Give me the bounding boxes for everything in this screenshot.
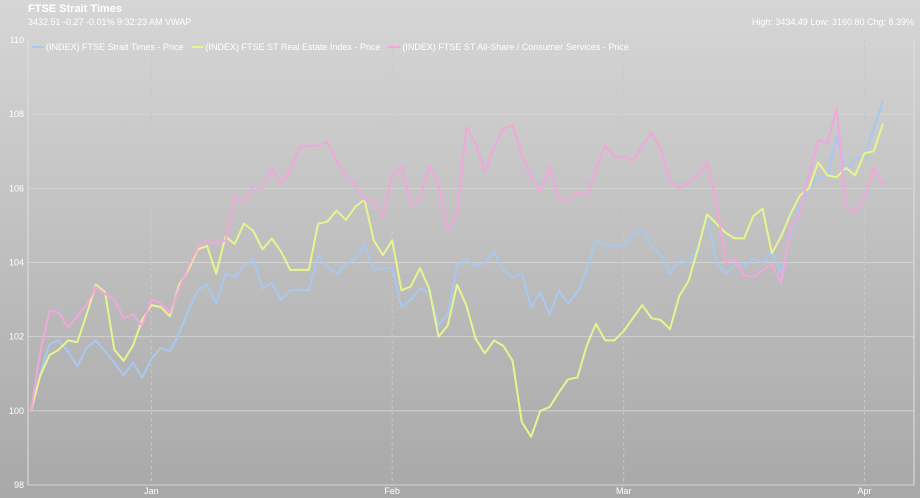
- series-line-3: [30, 107, 884, 411]
- x-tick-label: Jan: [144, 486, 159, 496]
- y-tick-label: 102: [9, 332, 24, 342]
- legend-label: (INDEX) FTSE ST All-Share / Consumer Ser…: [402, 42, 628, 52]
- x-tick-label: Mar: [616, 486, 632, 496]
- series-lines: [30, 100, 884, 438]
- y-tick-label: 108: [9, 109, 24, 119]
- y-axis: 98 100 102 104 106 108 110: [9, 35, 24, 490]
- y-tick-label: 104: [9, 258, 24, 268]
- y-tick-label: 98: [14, 480, 24, 490]
- series-line-1: [30, 100, 884, 412]
- price-summary: 3432.51 -0.27 -0.01% 9:32:23 AM VWAP: [28, 17, 192, 27]
- series-line-2: [30, 123, 884, 438]
- chart-title: FTSE Strait Times: [28, 3, 122, 15]
- legend: (INDEX) FTSE Strait Times - Price (INDEX)…: [32, 42, 629, 52]
- legend-item-2[interactable]: (INDEX) FTSE ST Real Estate Index - Pric…: [191, 42, 381, 52]
- legend-label: (INDEX) FTSE ST Real Estate Index - Pric…: [206, 42, 381, 52]
- y-tick-label: 100: [9, 406, 24, 416]
- x-tick-label: Apr: [857, 486, 871, 496]
- grid-lines: [28, 39, 914, 486]
- legend-item-3[interactable]: (INDEX) FTSE ST All-Share / Consumer Ser…: [388, 42, 629, 52]
- x-tick-label: Feb: [384, 486, 400, 496]
- legend-item-1[interactable]: (INDEX) FTSE Strait Times - Price: [32, 42, 184, 52]
- range-stats: High: 3434.49 Low: 3160.80 Chg: 8.39%: [751, 17, 914, 27]
- y-tick-label: 106: [9, 183, 24, 193]
- x-axis: Jan Feb Mar Apr: [144, 486, 871, 496]
- legend-label: (INDEX) FTSE Strait Times - Price: [46, 42, 184, 52]
- y-tick-label: 110: [10, 35, 24, 45]
